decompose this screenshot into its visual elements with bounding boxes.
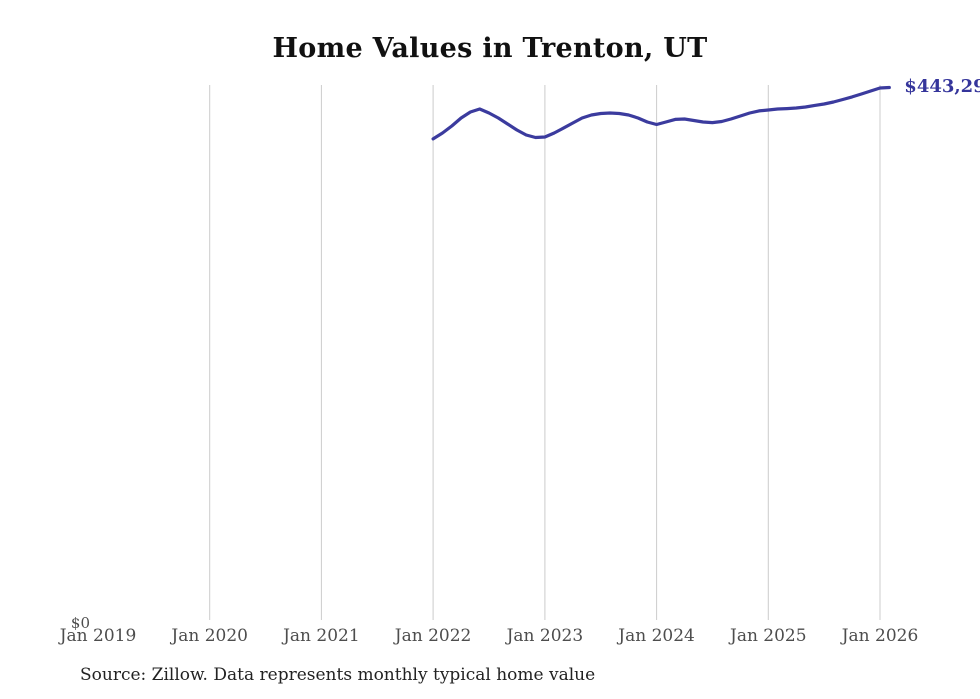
gridlines xyxy=(209,85,881,620)
x-axis-tick-label: Jan 2020 xyxy=(169,626,248,646)
end-value-label: $443,292 xyxy=(904,76,980,97)
x-axis-tick-label: Jan 2024 xyxy=(616,626,695,646)
page-title: Home Values in Trenton, UT xyxy=(272,33,708,64)
source-note: Source: Zillow. Data represents monthly … xyxy=(80,665,596,685)
value-line xyxy=(431,85,891,141)
x-axis-tick-label: Jan 2021 xyxy=(281,626,360,646)
x-axis-tick-label: Jan 2022 xyxy=(393,626,472,646)
x-axis-tick-label: Jan 2025 xyxy=(728,626,807,646)
y-axis-zero-label: $0 xyxy=(71,614,90,632)
x-axis-tick-label: Jan 2026 xyxy=(840,626,919,646)
x-axis-labels: Jan 2019 Jan 2020 Jan 2021 Jan 2022 Jan 2023… xyxy=(58,626,919,646)
x-axis-tick-label: Jan 2023 xyxy=(505,626,584,646)
x-axis-tick-label: Jan 2019 xyxy=(58,626,137,646)
